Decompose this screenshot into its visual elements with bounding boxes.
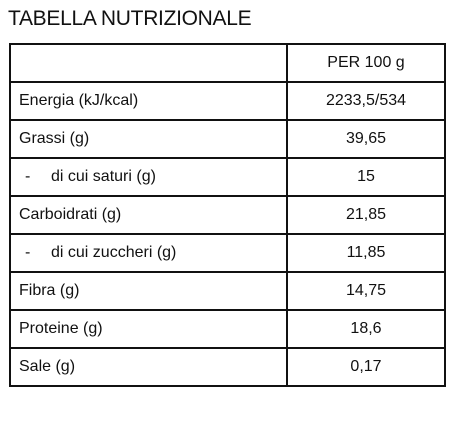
sub-item-label: di cui saturi (g) — [51, 168, 156, 185]
row-label: Proteine (g) — [9, 309, 288, 349]
row-label: Carboidrati (g) — [9, 195, 288, 235]
row-label: - di cui zuccheri (g) — [9, 233, 288, 273]
row-value: 14,75 — [286, 271, 446, 311]
table-row: Energia (kJ/kcal) 2233,5/534 — [9, 81, 446, 121]
table-row: Sale (g) 0,17 — [9, 347, 446, 387]
table-row: - di cui saturi (g) 15 — [9, 157, 446, 197]
table-row: Carboidrati (g) 21,85 — [9, 195, 446, 235]
row-value: 15 — [286, 157, 446, 197]
header-per-100g: PER 100 g — [286, 43, 446, 83]
row-value: 11,85 — [286, 233, 446, 273]
nutrition-table: PER 100 g Energia (kJ/kcal) 2233,5/534 G… — [9, 43, 446, 387]
row-label: Grassi (g) — [9, 119, 288, 159]
row-value: 2233,5/534 — [286, 81, 446, 121]
sub-item-label: di cui zuccheri (g) — [51, 244, 177, 261]
row-label: Energia (kJ/kcal) — [9, 81, 288, 121]
row-value: 21,85 — [286, 195, 446, 235]
sub-item-dash: - — [25, 168, 31, 185]
table-row: Proteine (g) 18,6 — [9, 309, 446, 349]
table-row: - di cui zuccheri (g) 11,85 — [9, 233, 446, 273]
row-value: 39,65 — [286, 119, 446, 159]
table-row: Grassi (g) 39,65 — [9, 119, 446, 159]
row-label: Fibra (g) — [9, 271, 288, 311]
table-row: Fibra (g) 14,75 — [9, 271, 446, 311]
row-value: 0,17 — [286, 347, 446, 387]
row-label: - di cui saturi (g) — [9, 157, 288, 197]
sub-item-dash: - — [25, 244, 31, 261]
row-value: 18,6 — [286, 309, 446, 349]
header-empty-cell — [9, 43, 288, 83]
table-header-row: PER 100 g — [9, 43, 446, 83]
row-label: Sale (g) — [9, 347, 288, 387]
page-title: TABELLA NUTRIZIONALE — [8, 7, 252, 30]
